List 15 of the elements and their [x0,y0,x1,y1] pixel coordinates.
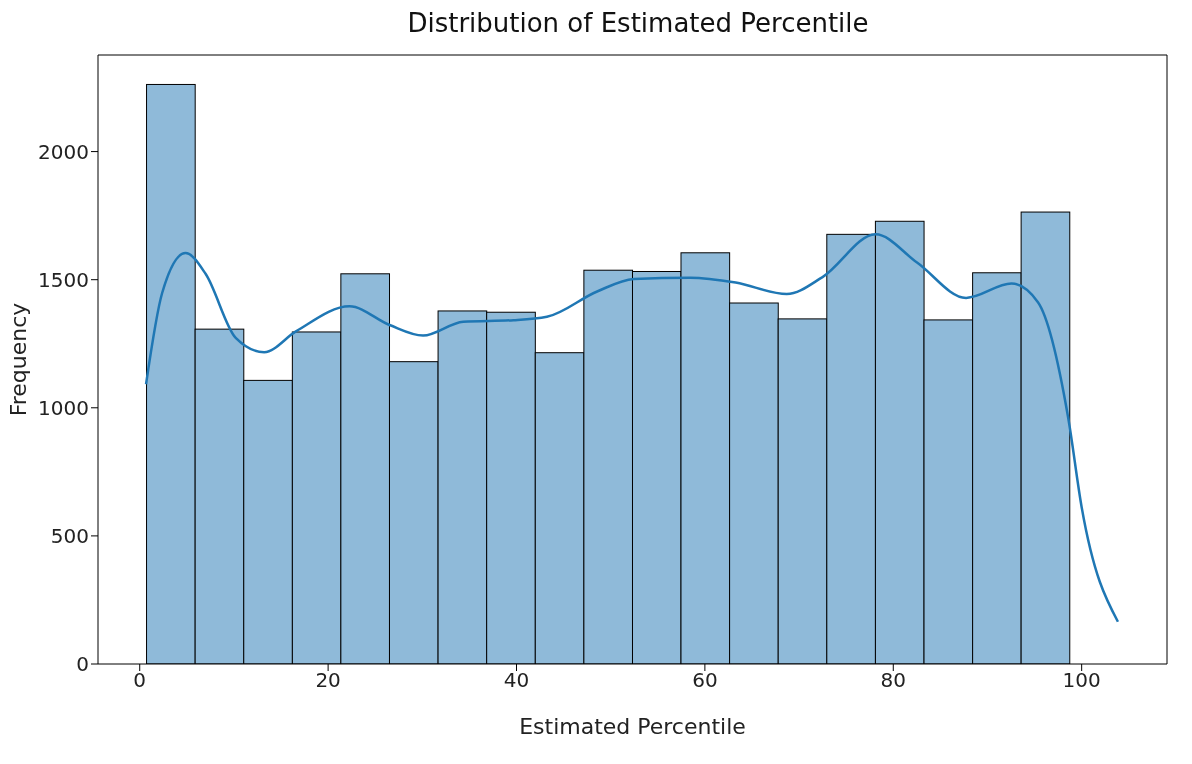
y-tick-label: 2000 [38,139,89,164]
x-tick-label: 60 [692,668,718,693]
x-tick-label: 0 [133,668,147,693]
y-axis-title: Frequency [5,302,31,417]
x-tick-label: 100 [1062,668,1101,693]
x-tick-label: 20 [315,668,341,693]
x-axis-title: Estimated Percentile [519,714,746,739]
y-tick-label: 0 [76,652,89,677]
y-tick-label: 500 [50,524,89,548]
x-tick-label: 40 [503,668,530,693]
x-tick-label: 80 [880,668,906,693]
line-series [144,233,1120,623]
y-tick-label: 1500 [38,267,89,292]
y-tick-label: 1000 [38,395,89,420]
chart-title: Distribution of Estimated Percentile [406,8,870,40]
